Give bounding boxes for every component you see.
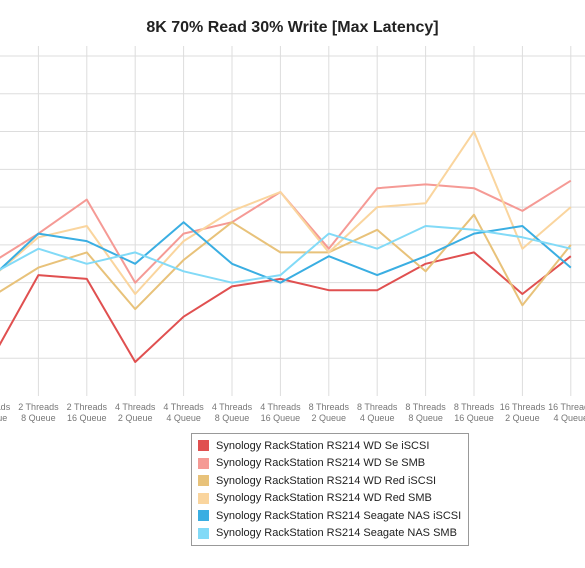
x-tick-label: 4 Threads 2 Queue — [115, 402, 156, 423]
legend-item: Synology RackStation RS214 WD Se iSCSI — [198, 437, 462, 455]
x-tick-label: 8 Threads 2 Queue — [309, 402, 350, 423]
x-tick-label: 4 Threads 16 Queue — [260, 402, 301, 423]
series-lines — [0, 130, 572, 363]
legend-swatch — [198, 440, 209, 452]
chart-title: 8K 70% Read 30% Write [Max Latency] — [146, 19, 439, 36]
x-tick-label: 4 Threads 8 Queue — [212, 402, 253, 423]
series-line-2 — [0, 213, 572, 311]
legend-item: Synology RackStation RS214 WD Red SMB — [198, 490, 462, 508]
legend-item: Synology RackStation RS214 WD Se SMB — [198, 455, 462, 473]
x-tick-label: 2 Threads 16 Queue — [67, 402, 108, 423]
legend-item: Synology RackStation RS214 WD Red iSCSI — [198, 472, 462, 490]
x-tick-label: 2 Threads 8 Queue — [18, 402, 59, 423]
legend-swatch — [198, 510, 209, 522]
legend-swatch — [198, 457, 209, 469]
x-tick-label: 8 Threads 8 Queue — [405, 402, 446, 423]
x-tick-label: 8 Threads 16 Queue — [454, 402, 495, 423]
legend-label: Synology RackStation RS214 WD Red iSCSI — [216, 474, 437, 487]
legend-swatch — [198, 527, 209, 539]
legend-swatch — [198, 475, 209, 487]
series-line-4 — [0, 221, 572, 284]
series-line-3 — [0, 130, 572, 295]
legend: Synology RackStation RS214 WD Se iSCSI Sy… — [191, 433, 469, 546]
legend-item: Synology RackStation RS214 Seagate NAS S… — [198, 525, 462, 543]
legend-swatch — [198, 492, 209, 504]
legend-label: Synology RackStation RS214 WD Se iSCSI — [216, 439, 430, 452]
x-tick-label: 8 Threads 4 Queue — [357, 402, 398, 423]
x-tick-label: 4 Threads 4 Queue — [163, 402, 204, 423]
series-line-0 — [0, 251, 572, 363]
grid — [0, 46, 585, 396]
x-tick-label: 16 Threads 2 Queue — [500, 402, 546, 423]
legend-label: Synology RackStation RS214 WD Red SMB — [216, 492, 432, 505]
legend-label: Synology RackStation RS214 Seagate NAS i… — [216, 509, 462, 522]
legend-item: Synology RackStation RS214 Seagate NAS i… — [198, 507, 462, 525]
legend-label: Synology RackStation RS214 WD Se SMB — [216, 457, 426, 470]
series-line-5 — [0, 225, 572, 284]
legend-label: Synology RackStation RS214 Seagate NAS S… — [216, 527, 457, 540]
